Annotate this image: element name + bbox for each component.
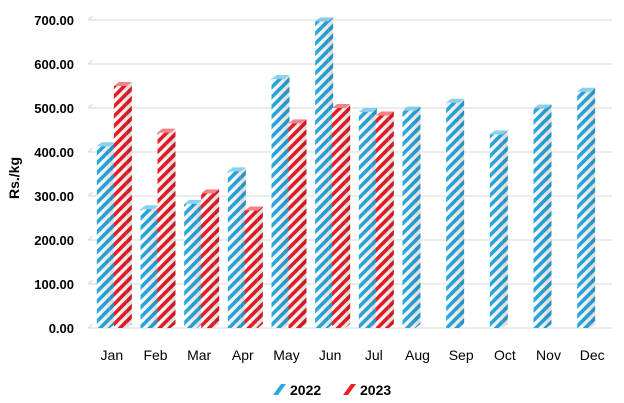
gridline-depth [87,59,94,65]
bar-2022-nov [533,104,552,328]
x-tick-label: Jan [101,347,124,363]
bar-2023-may [288,119,307,329]
bar-2022-jul [358,107,377,329]
bars [96,17,596,329]
x-tick-label: Apr [232,347,254,363]
gridline-depth [87,191,94,197]
x-tick-label: Feb [143,347,167,363]
y-tick-label: 500.00 [34,101,74,116]
y-tick-label: 600.00 [34,57,74,72]
x-tick-label: Oct [494,347,516,363]
legend-label: 2023 [360,382,391,398]
gridline-depth [87,235,94,241]
gridline-depth [87,103,94,109]
y-tick-label: 100.00 [34,277,74,292]
bar-2022-feb [140,205,159,328]
bar-2023-jan [113,82,132,328]
x-tick-label: Sep [449,347,474,363]
gridline-depth [87,147,94,153]
y-tick-label: 200.00 [34,233,74,248]
legend-label: 2022 [290,382,321,398]
bar-2022-mar [184,199,203,328]
bar-2023-jul [375,111,394,328]
bar-2022-oct [489,130,508,328]
gridline-depth [87,323,94,329]
gridline-depth [87,15,94,21]
y-tick-label: 0.00 [49,321,74,336]
x-tick-label: Jul [365,347,383,363]
legend-swatch [343,384,356,395]
bar-2023-apr [244,206,263,328]
x-tick-label: Mar [187,347,211,363]
bar-2022-dec [577,87,596,328]
legend-swatch [273,384,286,395]
x-tick-label: Aug [405,347,430,363]
y-tick-label: 300.00 [34,189,74,204]
bar-2022-apr [227,167,246,328]
gridline-depth [87,279,94,285]
x-tick-label: Nov [536,347,561,363]
bar-2023-jun [332,104,351,328]
x-tick-label: May [273,347,299,363]
x-axis-categories: Jan Feb Mar Apr May Jun Jul Aug Sep Oct Nov Dec [101,347,605,363]
bar-2022-jan [96,142,115,328]
legend-item-2023: 2023 [343,382,391,398]
y-axis-label: Rs./kg [6,157,22,199]
y-tick-label: 700.00 [34,13,74,28]
x-tick-label: Dec [580,347,605,363]
bar-2022-aug [402,106,421,328]
legend: 2022 2023 [273,382,391,398]
bar-2023-mar [201,189,220,328]
x-tick-label: Jun [319,347,342,363]
y-tick-label: 400.00 [34,145,74,160]
bar-2022-jun [315,17,334,328]
legend-item-2022: 2022 [273,382,321,398]
bar-2022-may [271,74,290,329]
y-axis-ticks: 0.00 100.00 200.00 300.00 400.00 500.00 600.00… [34,13,74,336]
bar-2023-feb [157,128,176,328]
bar-2022-sep [446,98,465,328]
